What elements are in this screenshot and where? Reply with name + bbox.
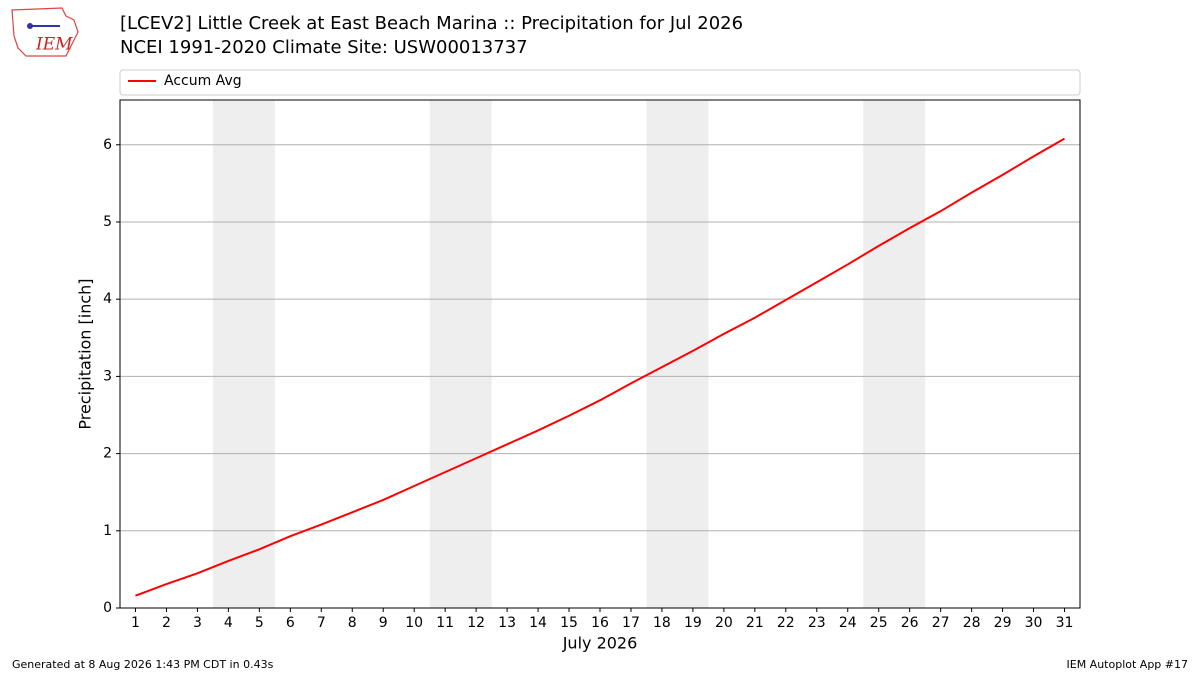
x-tick-label: 15 bbox=[560, 615, 578, 631]
x-tick-label: 24 bbox=[839, 615, 857, 631]
weekend-band bbox=[212, 100, 275, 608]
x-tick-label: 1 bbox=[131, 615, 140, 631]
x-tick-label: 27 bbox=[932, 615, 950, 631]
y-tick-label: 5 bbox=[103, 214, 112, 230]
plot-frame bbox=[119, 99, 1081, 609]
x-tick-label: 7 bbox=[317, 615, 326, 631]
x-tick-label: 30 bbox=[1025, 615, 1043, 631]
x-tick-label: 26 bbox=[901, 615, 919, 631]
x-tick-label: 17 bbox=[622, 615, 640, 631]
x-tick-label: 18 bbox=[653, 615, 671, 631]
x-tick-label: 4 bbox=[224, 615, 233, 631]
legend-box bbox=[119, 69, 1081, 96]
weekend-band bbox=[863, 100, 926, 608]
x-tick-label: 6 bbox=[286, 615, 295, 631]
x-tick-label: 9 bbox=[379, 615, 388, 631]
footer-right: IEM Autoplot App #17 bbox=[1067, 658, 1189, 671]
series-line bbox=[135, 137, 1066, 597]
x-tick-label: 14 bbox=[529, 615, 547, 631]
y-axis-label: Precipitation [inch] bbox=[76, 278, 95, 429]
weekend-band bbox=[429, 100, 492, 608]
x-tick-label: 10 bbox=[405, 615, 423, 631]
x-tick-label: 29 bbox=[994, 615, 1012, 631]
x-tick-label: 11 bbox=[436, 615, 454, 631]
x-tick-label: 12 bbox=[467, 615, 485, 631]
x-tick-label: 31 bbox=[1056, 615, 1074, 631]
x-tick-label: 22 bbox=[777, 615, 795, 631]
chart-title: [LCEV2] Little Creek at East Beach Marin… bbox=[120, 13, 743, 34]
weekend-band bbox=[646, 100, 709, 608]
y-tick-label: 1 bbox=[103, 523, 112, 539]
logo-outline bbox=[11, 7, 79, 57]
y-tick-label: 6 bbox=[103, 137, 112, 153]
x-tick-label: 25 bbox=[870, 615, 888, 631]
y-tick-label: 2 bbox=[103, 446, 112, 462]
y-tick-label: 0 bbox=[103, 600, 112, 616]
x-axis-label: July 2026 bbox=[562, 634, 638, 653]
logo: IEM bbox=[11, 7, 79, 57]
x-tick-label: 16 bbox=[591, 615, 609, 631]
x-tick-label: 8 bbox=[348, 615, 357, 631]
x-tick-label: 13 bbox=[498, 615, 516, 631]
x-tick-label: 19 bbox=[684, 615, 702, 631]
y-tick-label: 3 bbox=[103, 368, 112, 384]
x-tick-label: 28 bbox=[963, 615, 981, 631]
x-tick-label: 21 bbox=[746, 615, 764, 631]
x-tick-label: 20 bbox=[715, 615, 733, 631]
legend-label: Accum Avg bbox=[164, 73, 242, 89]
y-tick-label: 4 bbox=[103, 291, 112, 307]
chart-subtitle: NCEI 1991-2020 Climate Site: USW00013737 bbox=[120, 37, 528, 58]
logo-text: IEM bbox=[35, 35, 73, 55]
x-tick-label: 3 bbox=[193, 615, 202, 631]
logo-dot bbox=[27, 23, 33, 29]
footer-left: Generated at 8 Aug 2026 1:43 PM CDT in 0… bbox=[12, 658, 274, 671]
x-tick-label: 23 bbox=[808, 615, 826, 631]
x-tick-label: 2 bbox=[162, 615, 171, 631]
x-tick-label: 5 bbox=[255, 615, 264, 631]
